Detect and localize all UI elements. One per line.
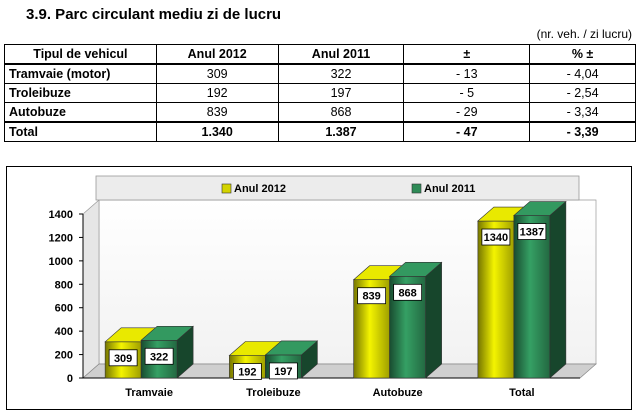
x-tick-label: Autobuze <box>373 387 423 399</box>
data-table: Tipul de vehicul Anul 2012 Anul 2011 ± %… <box>4 44 636 142</box>
data-label-box <box>517 223 547 240</box>
unit-label: (nr. veh. / zi lucru) <box>536 27 632 41</box>
total-2012: 1.340 <box>155 121 279 142</box>
table-header-row: Tipul de vehicul Anul 2012 Anul 2011 ± %… <box>4 44 636 65</box>
bar-top-1 <box>264 340 319 356</box>
col-header-pct: % ± <box>529 44 636 65</box>
data-label: 868 <box>398 287 416 299</box>
bar-top-1 <box>140 325 194 341</box>
bar-0 <box>477 220 515 379</box>
col-header-type: Tipul de vehicul <box>4 44 157 65</box>
page-title: 3.9. Parc circulant mediu zi de lucru <box>26 6 282 23</box>
total-name: Total <box>4 121 157 142</box>
y-tick-label: 1000 <box>49 256 73 268</box>
bar-side-1 <box>425 261 442 379</box>
legend-box <box>95 175 580 201</box>
chart-frame <box>6 166 632 410</box>
legend-swatch <box>411 183 422 194</box>
y-tick-label: 200 <box>55 350 73 362</box>
total-pct: - 3,39 <box>529 121 636 142</box>
data-label: 1340 <box>484 232 508 244</box>
bar-top-1 <box>388 262 443 277</box>
y-tick-label: 1200 <box>49 232 73 244</box>
x-tick-label: Total <box>509 387 534 399</box>
y-tick-label: 400 <box>55 326 73 338</box>
row-name: Troleibuze <box>4 83 157 103</box>
data-label-box <box>268 362 298 380</box>
legend-swatch <box>221 183 232 194</box>
y-tick-label: 600 <box>55 303 73 315</box>
y-tick-label: 0 <box>67 373 73 385</box>
table-row: Autobuze 839 868 - 29 - 3,34 <box>4 102 636 123</box>
col-header-2011: Anul 2011 <box>277 44 405 65</box>
row-pct: - 3,34 <box>529 102 636 123</box>
data-label: 1387 <box>520 227 544 239</box>
y-tick-label: 800 <box>55 279 73 291</box>
row-2011: 197 <box>277 83 405 103</box>
row-pct: - 2,54 <box>529 83 636 103</box>
data-label-box <box>393 283 423 301</box>
data-label: 197 <box>274 366 292 378</box>
row-2012: 192 <box>155 83 279 103</box>
y-tick-label: 1400 <box>49 209 73 221</box>
row-2012: 839 <box>155 102 279 123</box>
legend-label: Anul 2012 <box>234 183 286 195</box>
data-label: 309 <box>114 353 132 365</box>
total-2011: 1.387 <box>277 121 405 142</box>
chart-side-wall <box>82 199 100 379</box>
x-tick-label: Troleibuze <box>246 387 300 399</box>
data-label: 192 <box>238 367 256 379</box>
bar-side-1 <box>549 200 567 379</box>
x-tick-label: Tramvaie <box>125 387 173 399</box>
table-total-row: Total 1.340 1.387 - 47 - 3,39 <box>4 121 636 142</box>
table-row: Troleibuze 192 197 - 5 - 2,54 <box>4 83 636 103</box>
data-label-box <box>357 287 387 305</box>
row-2011: 322 <box>277 63 405 84</box>
data-label: 839 <box>362 291 380 303</box>
col-header-2012: Anul 2012 <box>155 44 279 65</box>
data-label-box <box>108 349 138 367</box>
bar-top-1 <box>513 201 567 216</box>
data-label-box <box>481 228 511 246</box>
legend-label: Anul 2011 <box>424 183 475 195</box>
bar-1 <box>513 215 551 379</box>
total-diff: - 47 <box>403 121 531 142</box>
data-label-box <box>232 363 262 380</box>
data-label-box <box>144 347 174 365</box>
data-label: 322 <box>150 351 168 363</box>
